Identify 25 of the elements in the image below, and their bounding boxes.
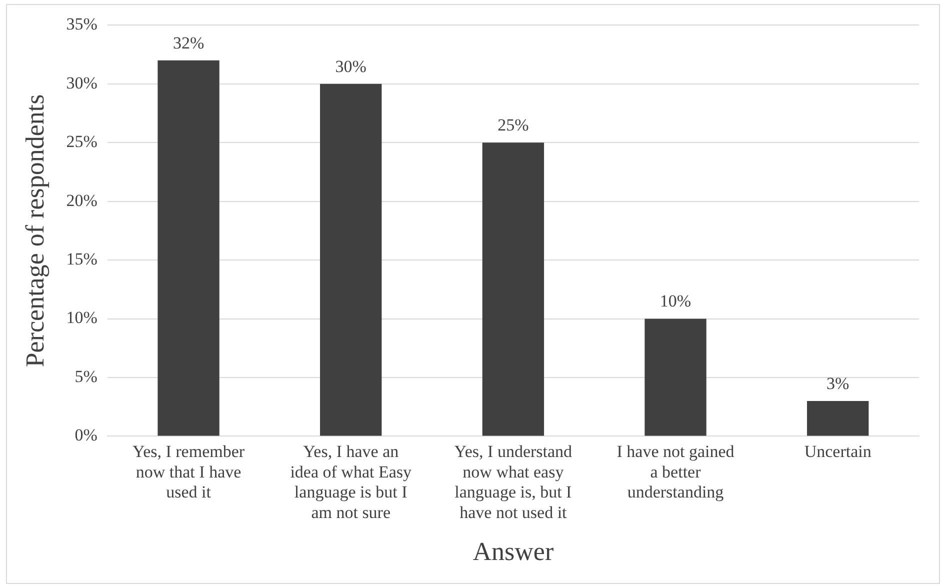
bar [644,318,706,436]
y-tick-label: 15% [66,250,98,269]
x-axis-title: Answer [472,537,554,566]
data-label: 32% [172,33,204,52]
x-tick-label: Yes, I remember now that I have used it [132,442,245,502]
bar [158,60,220,436]
y-tick-label: 30% [66,73,98,92]
x-tick-label: Uncertain [804,442,872,461]
y-tick-label: 35% [66,14,98,34]
data-label: 3% [826,374,850,393]
bar [320,84,382,436]
data-label: 25% [498,116,529,135]
y-tick-label: 10% [66,308,98,328]
y-axis-title: Percentage of respondents [20,94,50,368]
x-tick-label: I have not gained a better understanding [616,442,735,502]
y-tick-label: 5% [74,366,98,386]
x-tick-label: Yes, I understand now what easy language is, but I have not used it [454,442,573,522]
y-tick-label: 25% [66,132,98,152]
y-tick-label: 20% [66,190,98,210]
data-label: 30% [335,56,366,76]
x-tick-label: Yes, I have an idea of what Easy language is but I am not sure [290,442,412,522]
bar [806,400,869,436]
data-label: 10% [660,292,692,311]
y-tick-label: 0% [74,426,98,445]
bar [482,142,544,436]
